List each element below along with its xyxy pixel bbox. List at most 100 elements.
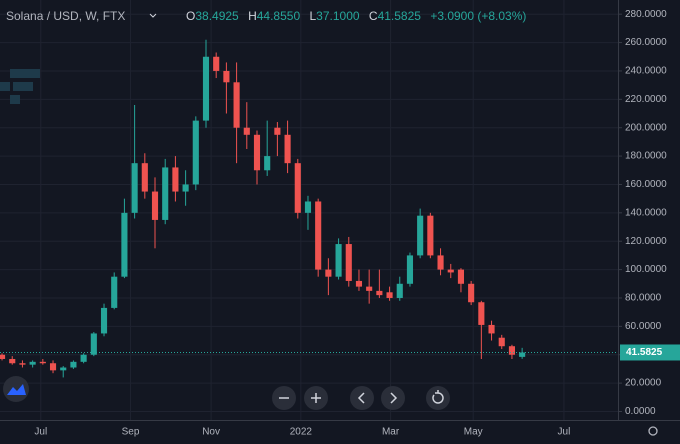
y-tick-label: 220.0000: [625, 94, 667, 105]
x-tick-label: May: [464, 427, 483, 438]
candle-body: [9, 358, 16, 364]
candle-body: [202, 56, 210, 121]
toolbar: [272, 386, 450, 410]
candle-body: [315, 201, 322, 270]
candle-body: [39, 361, 46, 364]
scroll-left-button[interactable]: [350, 386, 374, 410]
y-tick-label: 20.0000: [625, 378, 662, 389]
reset-icon: [432, 390, 444, 404]
candle-body: [376, 290, 383, 296]
candle-body: [386, 292, 393, 298]
label: O: [186, 9, 195, 23]
candle-body: [437, 255, 444, 270]
candle-body: [213, 56, 220, 71]
collapsed-widgets[interactable]: [0, 69, 40, 104]
candle-body: [0, 354, 6, 359]
left-icon: [357, 392, 365, 404]
candle-body: [284, 134, 291, 164]
candle-body: [70, 361, 77, 368]
candle-body: [519, 352, 526, 357]
x-tick-label: 2022: [290, 427, 313, 438]
reset-button[interactable]: [426, 386, 450, 410]
candle-body: [100, 307, 108, 334]
candle-body: [427, 215, 434, 256]
x-tick-label: Nov: [202, 427, 220, 438]
y-tick-label: 280.0000: [625, 9, 667, 20]
candle-body: [182, 184, 189, 192]
grid: [0, 0, 618, 420]
y-tick-label: 80.0000: [625, 293, 662, 304]
widget-bar[interactable]: [0, 82, 10, 91]
widget-bar[interactable]: [10, 95, 20, 104]
candle-body: [192, 120, 199, 185]
y-tick-label: 120.0000: [625, 236, 667, 247]
candle-body: [274, 127, 281, 135]
candle-body: [141, 163, 148, 192]
candle-body: [325, 269, 332, 277]
candle-body: [223, 70, 230, 83]
right-icon: [390, 392, 398, 404]
x-tick-label: Jul: [34, 427, 47, 438]
widget-bar[interactable]: [13, 82, 33, 91]
candle-body: [406, 255, 414, 284]
label: L: [309, 9, 316, 23]
candle-body: [111, 276, 118, 308]
candle-body: [457, 269, 465, 284]
ohlc-readout: O38.4925 H44.8550 L37.1000 C41.5825 +3.0…: [186, 9, 526, 23]
candle-body: [131, 163, 138, 213]
candle-body: [417, 215, 424, 256]
candle-body: [90, 333, 97, 355]
candle-body: [508, 346, 515, 355]
candle-body: [468, 283, 475, 303]
candle-body: [304, 201, 312, 213]
candle-body: [19, 363, 26, 365]
value: 41.5825: [378, 9, 422, 23]
scroll-right-button[interactable]: [381, 386, 405, 410]
logo-circle[interactable]: [3, 376, 29, 402]
candle-body: [49, 363, 57, 371]
candle-body: [172, 167, 179, 192]
y-tick-label: 260.0000: [625, 37, 667, 48]
value: 44.8550: [257, 9, 301, 23]
candle-body: [60, 367, 67, 371]
candle-body: [253, 134, 261, 171]
logo-mark: [7, 384, 26, 395]
candle-body: [233, 82, 240, 128]
gear-icon[interactable]: [648, 426, 658, 436]
candle-body: [396, 283, 403, 298]
settings[interactable]: [648, 426, 658, 436]
candle-body: [243, 127, 250, 135]
last-price-tag: [620, 344, 680, 361]
label: C: [369, 9, 378, 23]
candle-body: [488, 324, 495, 334]
widget-bar[interactable]: [10, 69, 40, 78]
last-price-label: 41.5825: [626, 347, 663, 358]
candle-body: [162, 167, 169, 220]
candle-body: [151, 191, 159, 220]
x-tick-label: Mar: [382, 427, 400, 438]
axes: 0.000020.000040.000060.000080.0000100.00…: [34, 9, 680, 438]
candle-body: [345, 244, 352, 281]
x-tick-label: Sep: [122, 427, 140, 438]
candle-body: [29, 361, 36, 365]
x-tick-label: Jul: [558, 427, 571, 438]
y-tick-label: 180.0000: [625, 151, 667, 162]
value: 37.1000: [316, 9, 360, 23]
candle-body: [264, 156, 271, 171]
dropdown-icon[interactable]: [149, 13, 157, 18]
candles: [0, 39, 618, 378]
candle-body: [366, 286, 373, 291]
plus-icon: [311, 393, 321, 403]
candle-body: [478, 302, 485, 325]
y-tick-label: 0.0000: [625, 406, 656, 417]
candle-body: [335, 244, 342, 277]
logo[interactable]: [3, 376, 29, 402]
symbol-title: Solana / USD, W, FTX: [6, 9, 125, 23]
y-tick-label: 60.0000: [625, 321, 662, 332]
candle-body: [294, 163, 301, 213]
y-tick-label: 240.0000: [625, 66, 667, 77]
y-tick-label: 100.0000: [625, 264, 667, 275]
candle-body: [121, 212, 128, 277]
